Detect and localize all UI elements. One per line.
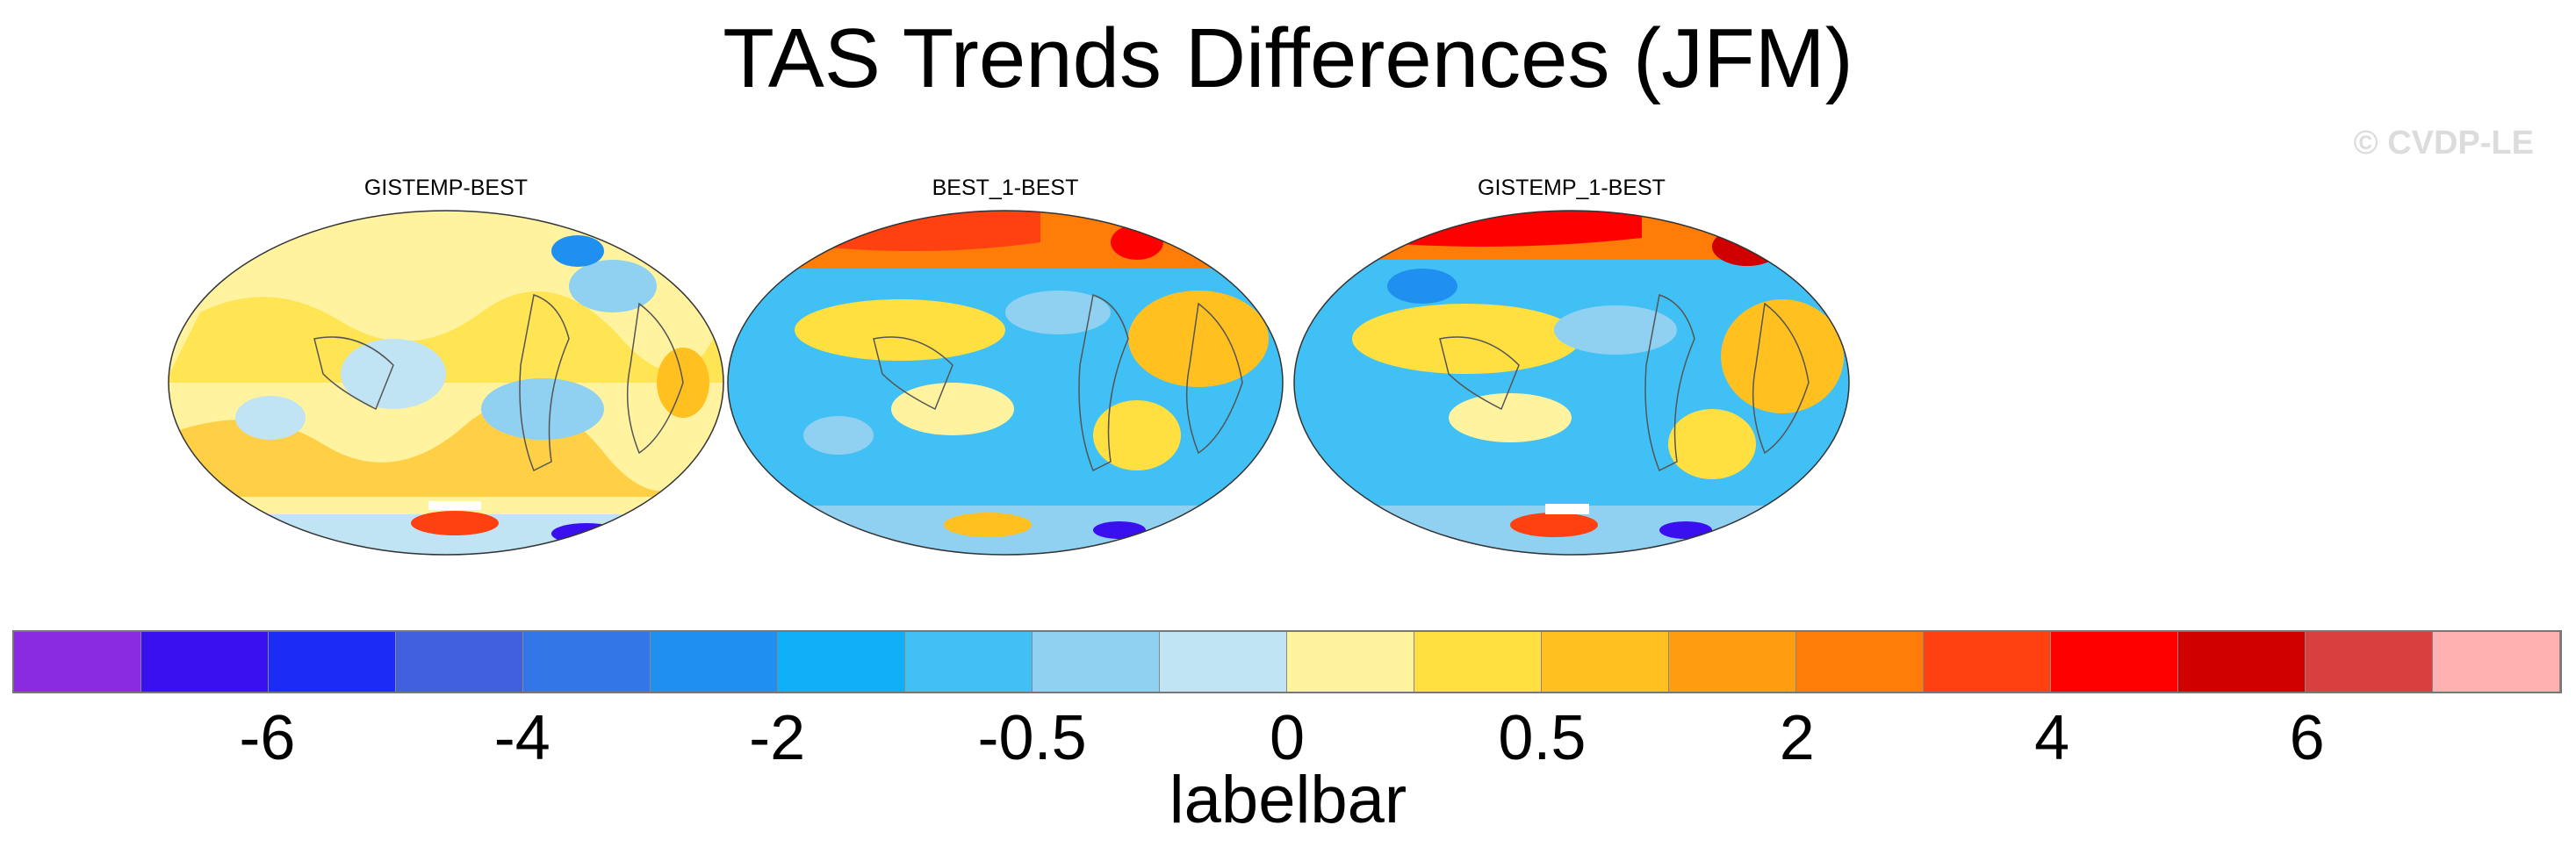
labelbar-tick-label: 4 xyxy=(2034,703,2070,773)
map-gistemp1-best xyxy=(1293,210,1850,556)
labelbar-swatch xyxy=(1160,632,1287,692)
labelbar-title: labelbar xyxy=(1169,763,1407,837)
map-panel-2: BEST_1-BEST xyxy=(724,176,1286,562)
labelbar-swatch xyxy=(1287,632,1414,692)
map-panel-1: GISTEMP-BEST xyxy=(165,176,727,562)
labelbar-swatch xyxy=(905,632,1033,692)
labelbar-swatch xyxy=(523,632,651,692)
labelbar-swatch xyxy=(396,632,523,692)
panel-label: GISTEMP_1-BEST xyxy=(1478,176,1666,200)
panel-label: GISTEMP-BEST xyxy=(363,176,529,200)
labelbar-swatch xyxy=(2051,632,2178,692)
labelbar-swatch xyxy=(1414,632,1542,692)
chart-title: TAS Trends Differences (JFM) xyxy=(723,11,1853,105)
panel-label: BEST_1-BEST xyxy=(932,176,1079,200)
map-gistemp-best xyxy=(168,210,724,556)
labelbar-swatch xyxy=(1542,632,1669,692)
labelbar xyxy=(12,630,2562,693)
labelbar-swatch xyxy=(778,632,905,692)
labelbar-swatch xyxy=(141,632,269,692)
labelbar-swatch xyxy=(14,632,141,692)
labelbar-swatch xyxy=(1796,632,1924,692)
labelbar-swatch xyxy=(2433,632,2560,692)
labelbar-swatch xyxy=(2178,632,2306,692)
map-panel-3: GISTEMP_1-BEST xyxy=(1291,176,1853,562)
labelbar-ticks: -6 -4 -2 -0.5 0 0.5 2 4 6 xyxy=(12,702,2562,773)
labelbar-swatch xyxy=(1033,632,1160,692)
labelbar-swatch xyxy=(651,632,778,692)
labelbar-swatch xyxy=(269,632,396,692)
labelbar-tick-label: -6 xyxy=(239,703,296,773)
labelbar-tick-label: -0.5 xyxy=(977,703,1087,773)
labelbar-tick-label: -4 xyxy=(493,703,550,773)
map-best1-best xyxy=(727,210,1284,556)
labelbar-tick-label: -2 xyxy=(749,703,806,773)
watermark: © CVDP-LE xyxy=(2353,125,2534,161)
labelbar-tick-label: 2 xyxy=(1779,703,1815,773)
labelbar-swatch xyxy=(1669,632,1796,692)
labelbar-tick-label: 0 xyxy=(1269,703,1306,773)
labelbar-tick-label: 6 xyxy=(2289,703,2325,773)
labelbar-swatch xyxy=(2306,632,2433,692)
labelbar-tick-label: 0.5 xyxy=(1498,703,1587,773)
labelbar-swatch xyxy=(1924,632,2051,692)
